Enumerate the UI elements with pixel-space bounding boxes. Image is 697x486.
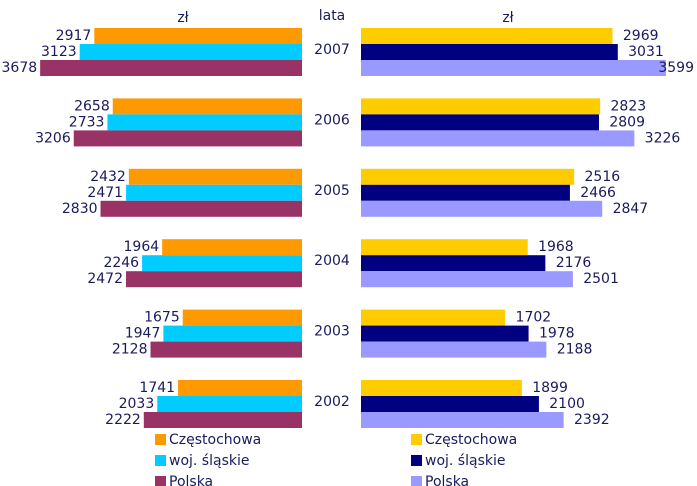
bar — [361, 28, 613, 44]
bar — [361, 255, 546, 272]
value-label: 2246 — [103, 255, 139, 271]
bar — [157, 396, 302, 412]
value-label: 2830 — [62, 201, 98, 217]
value-label: 3031 — [628, 44, 664, 60]
value-label: 2100 — [549, 396, 585, 412]
bar — [361, 44, 618, 60]
value-label: 3678 — [2, 60, 38, 76]
category-axis-label: lata — [319, 8, 346, 24]
value-label: 2432 — [90, 169, 126, 185]
legend-swatch — [155, 476, 166, 486]
value-label: 3226 — [645, 130, 681, 146]
bar — [361, 168, 575, 185]
category-label: 2007 — [314, 42, 350, 58]
value-label: 2222 — [105, 412, 141, 428]
value-label: 3206 — [35, 130, 71, 146]
bar — [361, 114, 599, 131]
bar — [40, 60, 302, 76]
value-label: 2472 — [87, 271, 123, 287]
value-label: 3599 — [658, 60, 694, 76]
bar — [361, 380, 522, 396]
unit-label: zł — [177, 10, 188, 26]
category-label: 2002 — [314, 394, 350, 410]
bar — [361, 130, 635, 147]
legend-label: Częstochowa — [425, 432, 517, 448]
bar — [361, 325, 529, 342]
value-label: 2733 — [69, 114, 105, 130]
value-label: 2471 — [87, 185, 123, 201]
value-label: 1675 — [144, 310, 180, 326]
value-label: 3123 — [41, 44, 77, 60]
bar — [143, 412, 302, 428]
legend-label: woj. śląskie — [169, 453, 249, 469]
value-label: 1899 — [532, 380, 568, 396]
legend-swatch — [411, 434, 422, 445]
bar — [361, 98, 601, 115]
bar — [163, 325, 302, 342]
value-label: 2658 — [74, 98, 110, 114]
legend-label: Częstochowa — [169, 432, 261, 448]
bar — [361, 60, 666, 76]
legend-swatch — [411, 455, 422, 466]
legend-swatch — [155, 434, 166, 445]
value-label: 2176 — [556, 255, 592, 271]
value-label: 2188 — [557, 342, 593, 358]
bar — [107, 114, 303, 131]
bar — [361, 396, 539, 412]
bar — [94, 28, 302, 44]
value-label: 1964 — [124, 239, 160, 255]
bar — [128, 168, 302, 185]
bar — [361, 271, 573, 288]
legend-label: Polska — [169, 474, 213, 486]
bar — [126, 271, 302, 288]
bar — [79, 44, 302, 60]
bar — [361, 341, 547, 358]
bar — [361, 184, 570, 201]
legend-swatch — [155, 455, 166, 466]
bar — [126, 184, 302, 201]
value-label: 2847 — [613, 201, 649, 217]
legend-label: Polska — [425, 474, 469, 486]
value-label: 1968 — [538, 239, 574, 255]
legend-label: woj. śląskie — [425, 453, 505, 469]
category-label: 2006 — [314, 112, 350, 128]
category-label: 2004 — [314, 253, 350, 269]
bar — [178, 380, 302, 396]
value-label: 2128 — [112, 342, 148, 358]
value-label: 2823 — [611, 98, 647, 114]
bar — [112, 98, 302, 115]
bar — [361, 309, 506, 326]
category-label: 2003 — [314, 324, 350, 340]
value-label: 1702 — [516, 310, 552, 326]
value-label: 2917 — [56, 28, 92, 44]
bar — [150, 341, 302, 358]
bar — [361, 239, 528, 256]
value-label: 1741 — [139, 380, 175, 396]
value-label: 2501 — [583, 271, 619, 287]
bar — [182, 309, 302, 326]
category-label: 2005 — [314, 183, 350, 199]
bar — [142, 255, 302, 272]
unit-label: zł — [502, 10, 513, 26]
legend-swatch — [411, 476, 422, 486]
value-label: 2516 — [585, 169, 621, 185]
bar — [73, 130, 303, 147]
value-label: 2466 — [580, 185, 616, 201]
value-label: 1978 — [539, 326, 575, 342]
value-label: 2809 — [609, 114, 645, 130]
bar — [361, 412, 564, 428]
bar — [162, 239, 302, 256]
bar — [100, 200, 303, 217]
value-label: 2033 — [119, 396, 155, 412]
value-label: 2969 — [623, 28, 659, 44]
value-label: 2392 — [574, 412, 610, 428]
value-label: 1947 — [125, 326, 161, 342]
bar — [361, 200, 603, 217]
